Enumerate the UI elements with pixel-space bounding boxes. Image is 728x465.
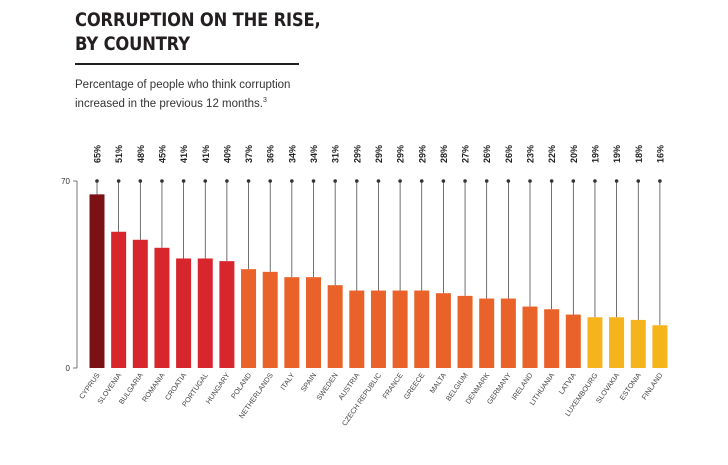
bar bbox=[197, 258, 213, 368]
bar bbox=[284, 277, 300, 368]
bar bbox=[457, 295, 473, 368]
value-label: 41% bbox=[201, 145, 211, 163]
category-label: GREECE bbox=[402, 371, 427, 401]
leader-dot bbox=[658, 179, 662, 183]
bar bbox=[522, 306, 538, 368]
value-label: 19% bbox=[590, 145, 600, 163]
value-label: 48% bbox=[136, 145, 146, 163]
leader-dot bbox=[268, 179, 273, 183]
value-label: 29% bbox=[352, 145, 362, 163]
leader-dot bbox=[355, 179, 359, 183]
value-label: 22% bbox=[547, 145, 557, 163]
leader-dot bbox=[419, 179, 424, 183]
leader-dot bbox=[246, 179, 251, 183]
leader-dot bbox=[333, 179, 337, 183]
bar bbox=[479, 298, 495, 368]
value-label: 29% bbox=[374, 145, 384, 163]
leader-dot bbox=[138, 179, 143, 183]
chart-title-line-1: CORRUPTION ON THE RISE, bbox=[75, 9, 321, 31]
bar bbox=[219, 261, 235, 368]
category-label: LATVIA bbox=[557, 371, 578, 396]
value-label: 36% bbox=[266, 145, 276, 163]
leader-dot bbox=[636, 179, 641, 183]
value-label: 28% bbox=[439, 145, 449, 163]
category-label: SPAIN bbox=[299, 371, 318, 393]
value-label: 20% bbox=[569, 145, 579, 163]
leader-dot bbox=[441, 179, 446, 183]
bar bbox=[630, 319, 646, 368]
title-divider bbox=[75, 63, 299, 65]
category-label: FINLAND bbox=[640, 371, 665, 401]
leader-dot bbox=[116, 179, 121, 183]
leader-dot bbox=[181, 179, 186, 183]
bar bbox=[587, 317, 603, 368]
leader-dot bbox=[160, 179, 164, 183]
bar bbox=[652, 325, 668, 368]
category-label: MALTA bbox=[428, 371, 449, 395]
chart-subtitle-text: Percentage of people who think corruptio… bbox=[75, 79, 291, 110]
leader-dot bbox=[528, 179, 532, 183]
value-label: 26% bbox=[504, 145, 514, 163]
value-label: 65% bbox=[93, 145, 103, 163]
bar bbox=[392, 290, 408, 368]
category-label: ITALY bbox=[278, 371, 296, 392]
value-label: 40% bbox=[222, 145, 232, 163]
bar bbox=[154, 247, 170, 368]
value-label: 45% bbox=[157, 145, 167, 163]
leader-dot bbox=[614, 179, 619, 183]
chart-title-line-2: BY COUNTRY bbox=[75, 33, 190, 55]
y-tick-label: 0 bbox=[66, 364, 71, 373]
value-label: 27% bbox=[461, 145, 471, 163]
bar bbox=[132, 239, 148, 368]
leader-dot bbox=[398, 179, 402, 183]
leader-dot bbox=[225, 179, 229, 183]
leader-dot bbox=[95, 179, 99, 183]
bar bbox=[565, 314, 581, 368]
leader-dot bbox=[203, 179, 208, 183]
bar bbox=[176, 258, 192, 368]
bar bbox=[500, 298, 516, 368]
category-label: CZECH REPUBLIC bbox=[340, 371, 383, 428]
value-label: 19% bbox=[612, 145, 622, 163]
leader-dot bbox=[463, 179, 467, 183]
footnote-marker: 3 bbox=[262, 97, 267, 104]
bar bbox=[349, 290, 365, 368]
value-label: 16% bbox=[655, 145, 665, 163]
leader-dot bbox=[506, 179, 511, 183]
value-label: 18% bbox=[634, 145, 644, 163]
value-label: 29% bbox=[396, 145, 406, 163]
value-label: 34% bbox=[287, 145, 297, 163]
value-label: 26% bbox=[482, 145, 492, 163]
leader-dot bbox=[290, 179, 294, 183]
bar bbox=[111, 231, 127, 368]
value-label: 31% bbox=[331, 145, 341, 163]
y-tick-label: 70 bbox=[61, 177, 70, 186]
chart-title: CORRUPTION ON THE RISE, BY COUNTRY bbox=[75, 8, 321, 56]
value-label: 37% bbox=[244, 145, 254, 163]
value-label: 41% bbox=[179, 145, 189, 163]
value-label: 23% bbox=[526, 145, 536, 163]
bar bbox=[414, 290, 430, 368]
value-label: 29% bbox=[417, 145, 427, 163]
leader-dot bbox=[593, 179, 597, 183]
bar bbox=[89, 194, 105, 368]
bar bbox=[370, 290, 386, 368]
bar bbox=[306, 277, 321, 368]
category-label: ESTONIA bbox=[617, 371, 643, 402]
leader-dot bbox=[376, 179, 381, 183]
leader-dot bbox=[311, 179, 316, 183]
value-label: 34% bbox=[309, 145, 319, 163]
bar bbox=[544, 309, 560, 368]
bar bbox=[262, 271, 278, 368]
chart-subtitle: Percentage of people who think corruptio… bbox=[75, 77, 335, 112]
value-label: 51% bbox=[114, 145, 124, 163]
bar bbox=[609, 317, 625, 368]
leader-dot bbox=[549, 179, 554, 183]
bar bbox=[241, 269, 257, 368]
leader-dot bbox=[571, 179, 576, 183]
bar bbox=[327, 285, 343, 368]
bar bbox=[435, 293, 451, 368]
leader-dot bbox=[484, 179, 489, 183]
